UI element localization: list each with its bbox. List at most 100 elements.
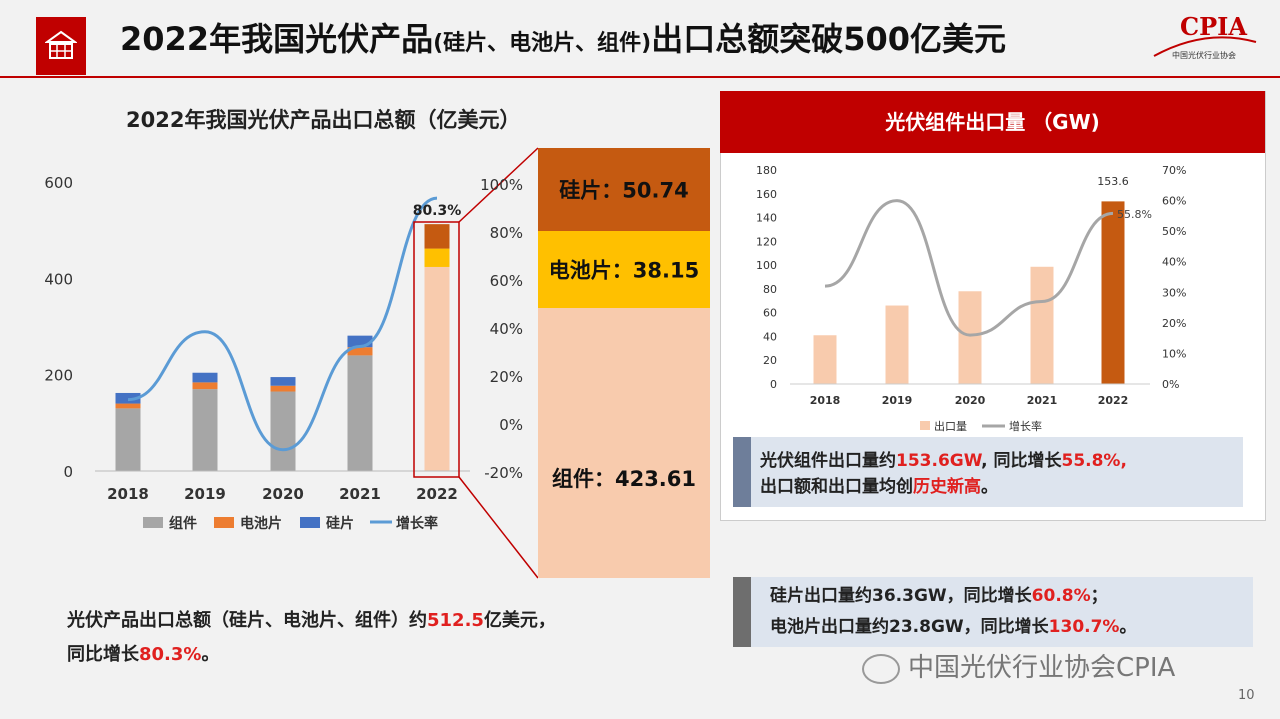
page-number: 10 [1238,688,1255,703]
percent-tick-label: 40% [490,320,523,338]
bar [885,305,909,384]
brand-subtitle: 中国光伏行业协会 [1172,51,1236,60]
y-tick-label: 20 [763,354,777,367]
bar-segment-电池片 [192,382,218,390]
bar-segment-组件 [115,408,141,471]
summary-part: 亿美元， [483,610,556,631]
legend-swatch [920,421,930,430]
bar-segment-电池片 [347,347,373,356]
breakdown-segment [538,308,710,578]
note-highlight: 历史新高 [913,477,981,497]
breakdown-segment [538,148,710,231]
summary-highlight: 512.5 [427,610,484,631]
y-tick-label: 40 [763,330,777,343]
module-note-text: 光伏组件出口量约153.6GW, 同比增长55.8%, 出口额和出口量均创历史新… [760,448,1127,500]
x-tick-label: 2022 [416,485,458,503]
module-export-chart: 0 20 40 60 80 100 120 140 160 180 0% 10% 20% 30% 40% 50… [756,164,1186,433]
x-tick-label: 2020 [955,394,986,407]
y2-tick-label: 20% [1162,317,1186,330]
legend-label: 增长率 [396,515,438,532]
wafer-cell-note [733,577,1253,647]
y-tick-label: 60 [763,307,777,320]
legend-label: 组件 [169,515,197,532]
y2-tick-label: 10% [1162,347,1186,360]
growth-label: 80.3% [413,203,462,219]
y-tick-label: 120 [756,235,777,248]
bar-segment-电池片 [424,248,450,267]
y2-tick-label: 60% [1162,195,1186,208]
title-sub: (硅片、电池片、组件) [433,31,652,56]
summary-text: 光伏产品出口总额（硅片、电池片、组件）约512.5亿美元， 同比增长80.3%。 [67,604,556,672]
x-tick-label: 2019 [184,485,226,503]
y-tick-label: 180 [756,164,777,177]
section-logo [36,17,86,75]
breakdown-label: 硅片：50.74 [559,179,688,203]
wechat-icon [862,653,900,684]
bar-segment-组件 [424,266,450,471]
note-text: 硅片出口量约36.3GW，同比增长 [770,586,1032,606]
breakdown-label: 组件：423.61 [552,467,696,491]
y-tick-label: 400 [44,270,73,288]
title-main: 2022年我国光伏产品 [120,20,434,58]
note-text: 出口额和出口量均创 [760,477,913,497]
note-highlight: 130.7% [1048,617,1120,637]
note-text: 。 [1119,617,1137,637]
x-tick-label: 2019 [882,394,913,407]
percent-tick-label: 0% [499,416,523,434]
value-label: 153.6 [1097,175,1129,188]
x-tick-label: 2020 [262,485,304,503]
bar-segment-硅片 [347,335,373,348]
wafer-cell-note-text: 硅片出口量约36.3GW，同比增长60.8%； 电池片出口量约23.8GW，同比… [770,581,1136,643]
bar-segment-电池片 [270,385,296,392]
title-divider [0,76,1280,78]
note-text: , 同比增长 [981,451,1062,471]
legend-swatch [300,517,320,528]
bar [1101,201,1125,384]
x-tick-label: 2021 [339,485,381,503]
percent-tick-label: 80% [490,224,523,242]
note-text: 。 [981,477,998,497]
bar [813,335,837,384]
title-end: 出口总额突破500亿美元 [651,20,1007,58]
y2-tick-label: 0% [1162,378,1179,391]
legend-label: 电池片 [240,515,282,532]
y-tick-label: 160 [756,188,777,201]
y-tick-label: 200 [44,367,73,385]
cpia-logo [1153,36,1257,57]
growth-line [824,199,1114,337]
watermark: 中国光伏行业协会CPIA [862,647,1175,684]
breakdown-label: 电池片：38.15 [549,259,699,283]
x-tick-label: 2021 [1027,394,1058,407]
left-chart-title: 2022年我国光伏产品出口总额（亿美元） [126,108,521,132]
note-text: ； [1090,586,1108,606]
percent-tick-label: 100% [480,176,523,194]
summary-part: 。 [201,644,220,665]
bar-segment-硅片 [270,377,296,386]
right-chart-title: 光伏组件出口量 （GW) [720,91,1265,153]
module-note-bar [733,437,751,507]
percent-tick-label: 20% [490,368,523,386]
y-tick-label: 0 [770,378,777,391]
bar-segment-组件 [270,391,296,471]
summary-highlight: 80.3% [139,644,202,665]
y2-tick-label: 50% [1162,225,1186,238]
page-title: 2022年我国光伏产品(硅片、电池片、组件)出口总额突破500亿美元 [120,14,1006,60]
bar [958,291,982,384]
summary-part: 光伏产品出口总额（硅片、电池片、组件）约 [67,610,427,631]
y-tick-label: 600 [44,174,73,192]
note-text: 电池片出口量约23.8GW，同比增长 [770,617,1049,637]
bar-segment-硅片 [192,372,218,383]
breakdown-segment [538,231,710,308]
watermark-text: 中国光伏行业协会CPIA [908,653,1176,683]
note-highlight: 55.8%, [1061,451,1127,471]
export-value-chart: 0 200 400 600 2018 2019 2020 2021 2022 80.3% 组件 电池片… [44,147,710,579]
bar-segment-电池片 [115,403,141,409]
connector-line [458,147,539,223]
x-tick-label: 2018 [810,394,841,407]
growth-line [127,196,438,452]
bar-segment-硅片 [424,224,450,249]
y-tick-label: 140 [756,212,777,225]
x-tick-label: 2018 [107,485,149,503]
legend-label: 增长率 [1009,419,1042,433]
legend-swatch [214,517,234,528]
